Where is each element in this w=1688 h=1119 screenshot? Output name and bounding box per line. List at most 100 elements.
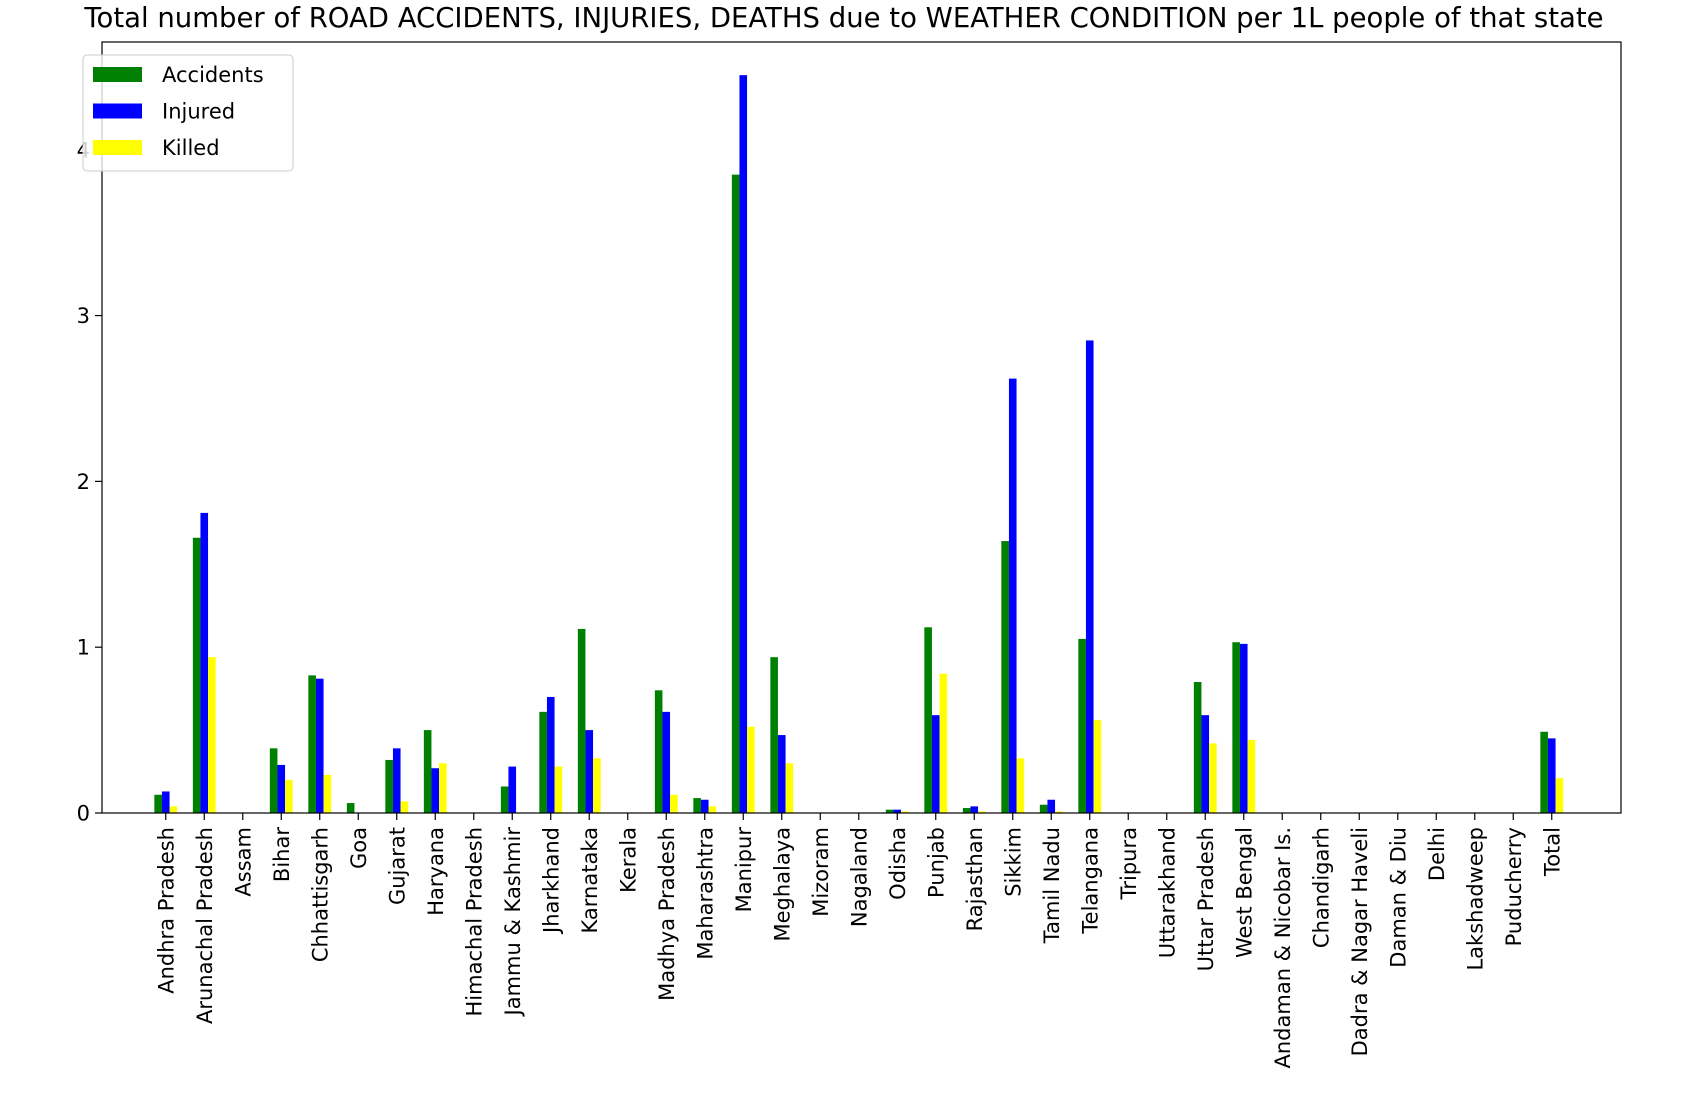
x-tick-label: Meghalaya: [770, 827, 794, 942]
bar-injured: [739, 75, 748, 813]
bar-accidents: [1078, 638, 1086, 813]
x-tick-label: Dadra & Nagar Haveli: [1348, 827, 1372, 1056]
bar-killed: [978, 811, 986, 813]
bar-accidents: [731, 174, 740, 813]
x-axis: Andhra Pradesh Arunachal Pradesh Assam Biha…: [154, 813, 1564, 1069]
x-tick-label: Bihar: [270, 827, 294, 882]
x-tick-label: Andaman & Nicobar Is.: [1271, 827, 1295, 1069]
bar-accidents: [539, 711, 547, 813]
x-tick-label: Arunachal Pradesh: [193, 827, 217, 1024]
bar-injured: [161, 791, 170, 813]
y-tick-label: 1: [77, 636, 90, 660]
bar-accidents: [192, 537, 201, 813]
bar-killed: [670, 794, 678, 813]
bar-accidents: [269, 748, 278, 813]
bar-accidents: [308, 675, 316, 813]
x-tick-label: Chandigarh: [1309, 827, 1333, 948]
x-tick-label: Tamil Nadu: [1040, 827, 1064, 944]
bar-killed: [1555, 778, 1564, 813]
legend-label-killed: Killed: [162, 136, 220, 160]
plot-area-frame: [101, 41, 1622, 814]
bar-injured: [1547, 738, 1556, 813]
bar-accidents: [1039, 804, 1048, 813]
x-tick-label: Andhra Pradesh: [154, 827, 178, 994]
x-tick-label: Kerala: [616, 827, 640, 893]
x-tick-label: West Bengal: [1232, 827, 1256, 958]
bar-injured: [277, 764, 286, 813]
x-tick-label: Telangana: [1078, 827, 1102, 935]
y-tick-label: 0: [77, 802, 90, 826]
bar-killed: [593, 758, 601, 813]
bar-killed: [439, 763, 447, 813]
bar-injured: [200, 512, 209, 813]
bar-killed: [1016, 758, 1025, 813]
bar-killed: [169, 806, 178, 813]
x-tick-label: Tripura: [1117, 827, 1141, 900]
bar-injured: [931, 715, 940, 813]
x-tick-label: Odisha: [886, 827, 910, 900]
bar-killed: [1093, 720, 1102, 813]
x-tick-label: Manipur: [732, 827, 756, 913]
bar-injured: [315, 678, 324, 813]
bar-injured: [1201, 715, 1210, 813]
bar-killed: [901, 811, 909, 813]
bar-accidents: [693, 798, 701, 813]
bar-accidents: [924, 627, 932, 813]
bar-accidents: [385, 759, 393, 813]
bar-injured: [585, 730, 594, 813]
x-tick-label: Maharashtra: [693, 827, 717, 960]
x-tick-label: Himachal Pradesh: [462, 827, 486, 1016]
y-tick-label: 2: [77, 470, 90, 494]
bar-injured: [431, 768, 440, 813]
bar-injured: [508, 766, 517, 813]
x-tick-label: Gujarat: [385, 827, 409, 905]
legend-swatch-killed: [93, 140, 142, 155]
bar-killed: [400, 801, 409, 813]
x-tick-label: Total: [1540, 827, 1564, 877]
x-tick-label: Assam: [231, 827, 255, 897]
bar-killed: [208, 657, 216, 813]
bar-accidents: [885, 809, 894, 813]
chart-title: Total number of ROAD ACCIDENTS, INJURIES…: [84, 2, 1604, 34]
bar-killed: [323, 774, 332, 813]
x-tick-label: Nagaland: [847, 827, 871, 927]
bar-accidents: [1540, 731, 1548, 813]
bar-injured: [893, 809, 902, 813]
legend: Accidents Injured Killed: [82, 54, 294, 172]
bar-killed: [747, 726, 755, 813]
legend-swatch-accidents: [93, 67, 142, 82]
bar-injured: [1085, 340, 1094, 813]
legend-label-accidents: Accidents: [162, 63, 264, 87]
x-tick-label: Jharkhand: [539, 827, 563, 935]
x-tick-label: Delhi: [1425, 827, 1449, 881]
bar-injured: [1239, 643, 1248, 813]
bars-layer: [154, 75, 1564, 813]
y-tick-label: 3: [77, 304, 90, 328]
bar-killed: [708, 806, 717, 813]
series-accidents: [154, 174, 1548, 813]
x-tick-label: Madhya Pradesh: [655, 827, 679, 1001]
x-tick-label: Haryana: [424, 827, 448, 916]
bar-injured: [970, 806, 979, 813]
bar-killed: [785, 763, 794, 813]
bar-killed: [554, 766, 563, 813]
bar-injured: [777, 735, 786, 813]
x-tick-label: Chhattisgarh: [308, 827, 332, 962]
x-tick-label: Sikkim: [1001, 827, 1025, 897]
x-tick-label: Uttarakhand: [1155, 827, 1179, 958]
x-tick-label: Uttar Pradesh: [1194, 827, 1218, 971]
x-tick-label: Mizoram: [809, 827, 833, 917]
bar-killed: [1055, 811, 1063, 813]
x-tick-label: Rajasthan: [963, 827, 987, 931]
x-tick-label: Punjab: [924, 827, 948, 898]
bar-accidents: [770, 657, 778, 813]
x-tick-label: Goa: [347, 827, 371, 869]
x-tick-label: Daman & Diu: [1386, 827, 1410, 968]
x-tick-label: Lakshadweep: [1463, 827, 1487, 971]
series-killed: [169, 657, 1564, 813]
bar-accidents: [654, 690, 663, 813]
bar-accidents: [962, 808, 971, 813]
bar-killed: [939, 673, 948, 813]
bar-killed: [285, 779, 293, 813]
